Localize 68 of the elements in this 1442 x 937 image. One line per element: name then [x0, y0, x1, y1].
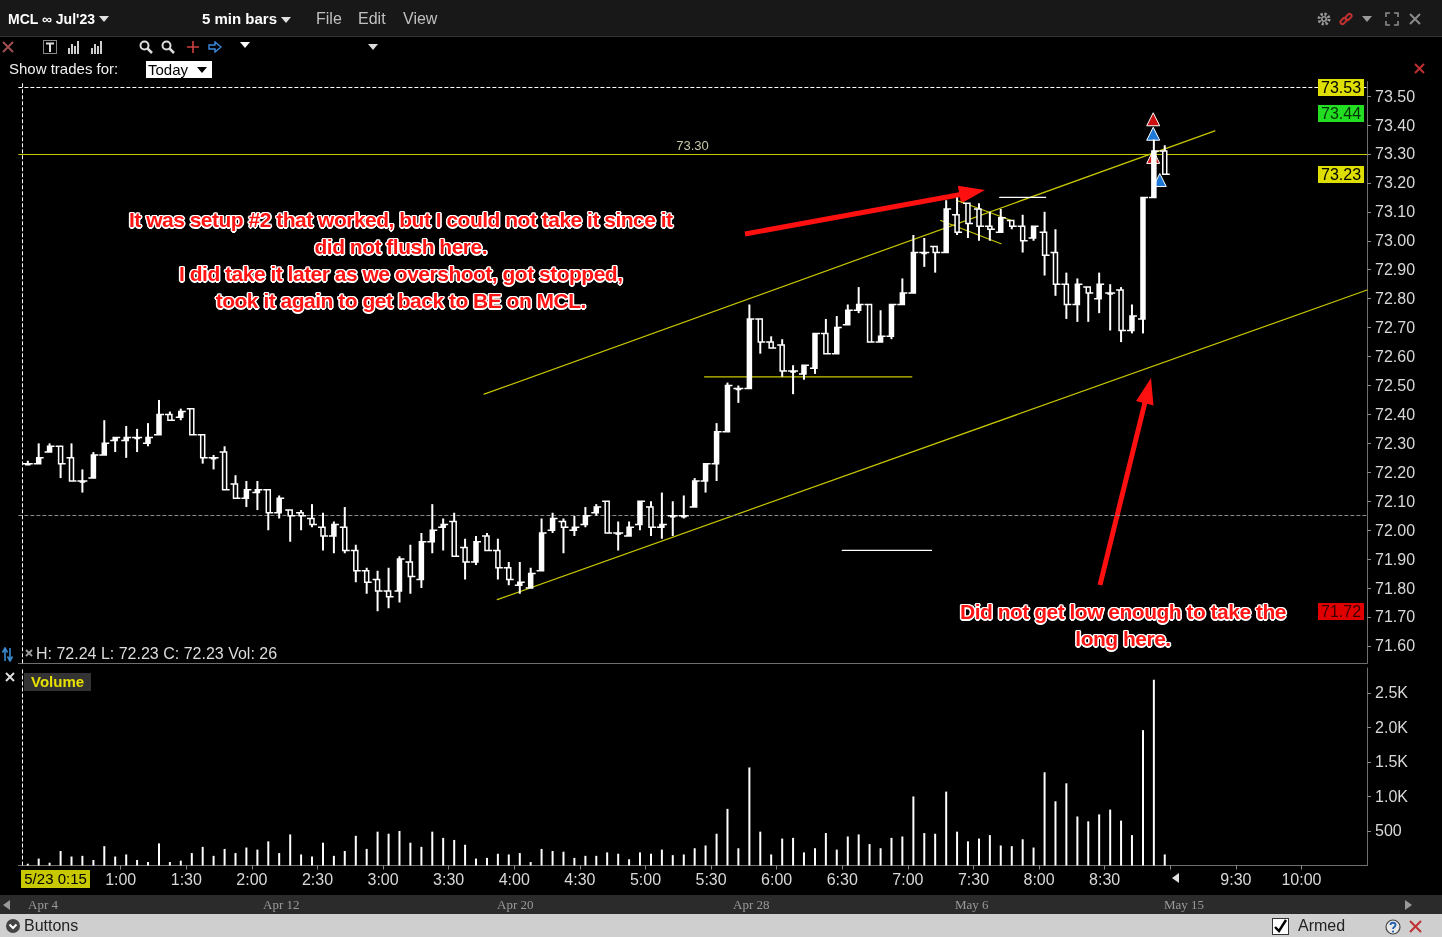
annotation: It was setup #2 that worked, but I could not take it since it did not flush here. I did take it later as we overshoot, got stopped, took it again to get back to BE on MCL.: [129, 207, 673, 314]
x-tick-label: 4:00: [498, 871, 530, 888]
annotation: H: 72.24 L: 72.23 C: 72.23 Vol: 26: [36, 645, 278, 663]
text: View: [403, 10, 438, 28]
annotation: 71.72: [1318, 602, 1365, 620]
y-tick-label: 1.0K: [1375, 787, 1409, 805]
text: Show trades for:: [9, 60, 119, 77]
text: Edit: [358, 10, 386, 28]
text: Apr 4: [28, 897, 58, 913]
y-tick-label: 73.30: [1375, 145, 1416, 163]
y-tick-label: 73.50: [1375, 87, 1416, 105]
y-tick-label: 73.20: [1375, 174, 1416, 192]
y-tick-label: 1.5K: [1375, 753, 1409, 771]
ref-line-label: 5/23 0:15: [21, 869, 90, 888]
y-tick-label: 71.90: [1375, 550, 1416, 568]
chart-title: MCL ∞ Jul'23: [8, 11, 95, 27]
x-tick-label: 5:00: [629, 871, 662, 888]
text: May 6: [955, 897, 989, 913]
annotation: 73.23: [1318, 165, 1365, 183]
x-tick-label: 6:30: [826, 871, 858, 888]
x-tick-label: 5:30: [695, 871, 727, 888]
x-tick-label: 3:30: [433, 871, 465, 888]
y-tick-label: 72.00: [1375, 521, 1416, 539]
x-tick-label: 10:00: [1281, 871, 1322, 888]
x-tick-label: 8:30: [1089, 871, 1121, 888]
x-tick-label: 1:30: [170, 871, 202, 888]
y-tick-label: 2.5K: [1375, 684, 1409, 702]
chart-title: Volume: [24, 673, 92, 691]
annotation: 73.44: [1318, 105, 1365, 122]
text: File: [316, 10, 342, 28]
text: Apr 12: [263, 897, 300, 913]
x-tick-label: 3:00: [367, 871, 399, 888]
text: Today: [146, 61, 213, 78]
x-tick-label: 1:00: [105, 871, 137, 888]
y-tick-label: 72.70: [1375, 319, 1416, 337]
y-tick-label: 73.40: [1375, 116, 1416, 134]
x-tick-label: 6:00: [761, 871, 793, 888]
text: May 15: [1164, 897, 1205, 913]
x-tick-label: 7:30: [957, 871, 990, 888]
y-tick-label: 71.80: [1375, 579, 1416, 597]
text: Buttons: [24, 917, 79, 935]
y-tick-label: 72.80: [1375, 290, 1416, 308]
y-tick-label: 73.10: [1375, 203, 1416, 221]
y-tick-label: 72.30: [1375, 434, 1416, 452]
y-tick-label: 72.10: [1375, 492, 1416, 510]
y-tick-label: 71.70: [1375, 608, 1416, 626]
x-tick-label: 4:30: [564, 871, 596, 888]
y-tick-label: 500: [1375, 822, 1402, 840]
y-tick-label: 72.20: [1375, 463, 1416, 481]
ref-line-label: 73.53: [1318, 78, 1365, 96]
x-tick-label: 7:00: [892, 871, 924, 888]
text: Apr 20: [497, 897, 534, 913]
text: Apr 28: [733, 897, 770, 913]
annotation: Did not get low enough to take the long here.: [960, 599, 1286, 652]
x-tick-label: 2:00: [236, 871, 268, 888]
text: Armed: [1298, 917, 1346, 935]
y-tick-label: 2.0K: [1375, 718, 1409, 736]
x-tick-label: 2:30: [301, 871, 334, 888]
y-tick-label: 72.50: [1375, 377, 1416, 394]
x-tick-label: 9:30: [1220, 871, 1252, 888]
y-tick-label: 72.90: [1375, 261, 1416, 279]
chart-subtitle: 5 min bars: [202, 10, 278, 27]
y-tick-label: 72.40: [1375, 405, 1416, 423]
y-tick-label: 72.60: [1375, 348, 1416, 366]
y-tick-label: 73.00: [1375, 232, 1416, 250]
ref-line-label: 73.30: [676, 137, 709, 153]
y-tick-label: 71.60: [1375, 637, 1416, 655]
x-tick-label: 8:00: [1023, 871, 1055, 888]
